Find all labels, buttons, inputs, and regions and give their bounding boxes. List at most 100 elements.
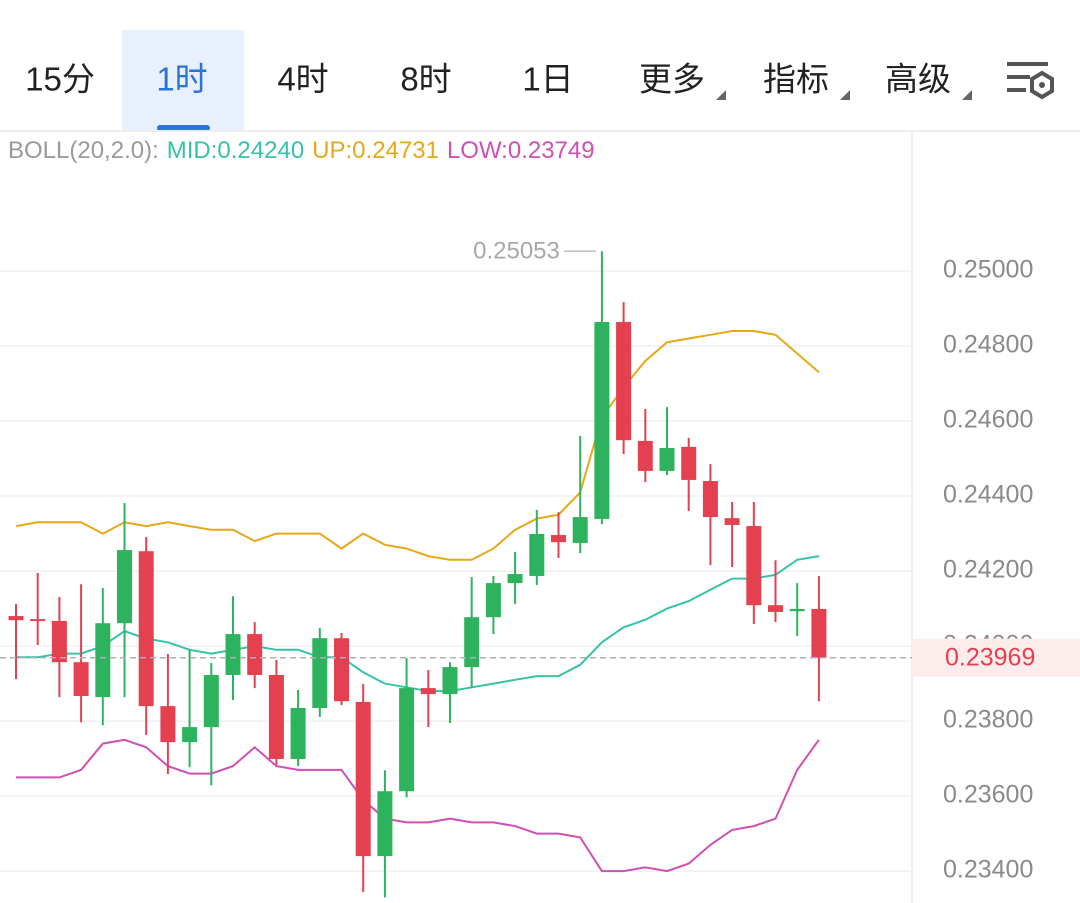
y-tick-label: 0.23600 [943,781,1033,809]
max-label: 0.25053 [473,237,560,264]
tab-active-bg [122,30,244,130]
last-price-label: 0.23969 [945,643,1035,671]
candle [768,560,783,623]
legend-entry: LOW:0.23749 [447,137,595,164]
dropdown-caret [716,90,726,100]
candle-body [399,688,415,792]
indicator-legend: BOLL(20,2.0): MID:0.24240 UP:0.24731 LOW:0.… [8,137,595,164]
candle [268,659,284,765]
y-tick-label: 0.25000 [943,256,1033,284]
tab-label: 15分 [25,61,95,98]
candle [485,575,501,635]
candle-body [203,674,219,728]
tab[interactable]: 更多 [639,61,726,100]
candle [464,577,480,689]
candle [73,584,89,723]
candle [377,770,393,898]
candle-body [659,448,675,471]
candle-body [464,617,480,668]
candle-body [312,638,328,708]
candle-body [637,440,653,471]
candle-body [117,550,132,624]
tab[interactable]: 1日 [522,61,573,98]
boll-line [15,330,820,561]
candle [51,596,67,698]
candle-body [138,551,154,707]
tab[interactable]: 高级 [885,61,972,100]
tab[interactable]: 1时 [122,30,244,131]
candle [811,575,827,702]
candle [659,407,675,476]
candle-body [377,791,393,857]
candle-body [51,620,67,663]
tab-label: 4时 [277,61,328,98]
candle-body [551,535,566,543]
candle [789,583,805,636]
candle-body [225,634,241,675]
candle [138,536,154,735]
candle [312,628,328,717]
tab-label: 指标 [763,61,829,98]
candle-body [247,634,263,675]
y-axis: 0.234000.236000.238000.240000.242000.244… [912,256,1080,884]
legend-entry: UP:0.24731 [312,137,439,164]
candle [551,512,566,558]
candle-body [616,322,632,441]
tab-label: 8时 [400,61,451,98]
candle-body [594,322,610,519]
candle-body [507,574,523,584]
candle [616,302,632,455]
tab-underline [157,125,210,131]
tab[interactable]: 4时 [277,61,328,98]
candle [30,572,46,645]
candle-body [811,608,827,658]
candle-body [572,517,588,543]
candle-body [724,518,740,525]
y-tick-label: 0.24400 [943,481,1033,509]
candle [203,662,219,786]
candle-body [8,616,24,621]
y-tick-label: 0.23800 [943,706,1033,734]
candle [290,689,306,767]
candle-body [334,638,349,702]
candle [160,653,176,774]
candle [572,436,588,554]
candle [442,662,458,723]
tab[interactable]: 指标 [763,61,850,100]
candle-body [268,674,284,759]
candle-body [485,583,501,618]
candle [594,251,610,525]
dropdown-caret [840,90,850,100]
candle-body [768,605,783,612]
y-tick-label: 0.23400 [943,856,1033,884]
candle-body [73,662,89,696]
candle [637,409,653,483]
tab-label: 1日 [522,61,573,98]
candle [225,596,241,701]
tab[interactable]: 15分 [25,61,95,98]
tab-label: 1时 [156,61,207,98]
candle-body [182,727,198,743]
candle [182,650,198,768]
tab[interactable]: 8时 [400,61,451,98]
y-tick-label: 0.24600 [943,406,1033,434]
last-price-box [912,638,1080,677]
icon-hex [1030,70,1054,100]
candle [247,622,263,689]
candle-body [160,706,176,743]
candle-body [355,701,371,857]
candle-body [95,623,111,698]
icon-dot [1039,82,1045,88]
candle [507,551,523,605]
settings-icon[interactable] [1007,62,1054,100]
candle [746,502,762,624]
candle [420,670,436,728]
candle-body [746,526,762,606]
candle-body [30,619,46,622]
candle [334,632,349,705]
y-tick-label: 0.24800 [943,331,1033,359]
legend-entry: MID:0.24240 [167,137,304,164]
candle [529,509,545,585]
indicator-label: BOLL(20,2.0): [8,137,159,164]
candle [399,658,415,798]
